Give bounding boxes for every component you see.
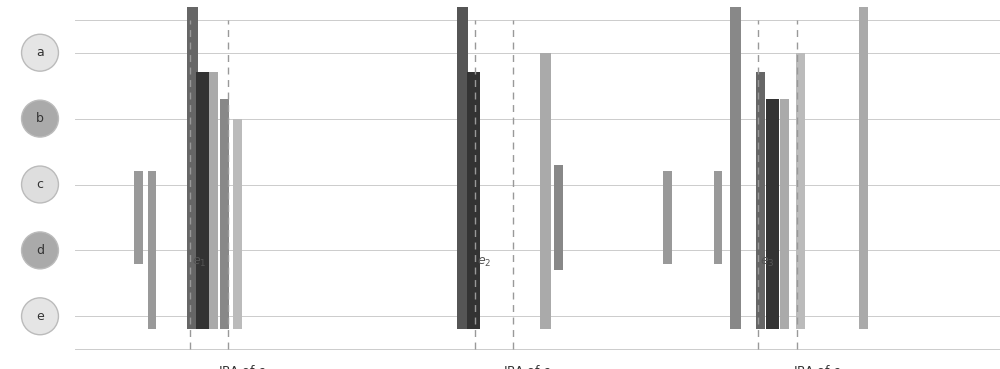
Bar — [858, 7, 868, 330]
Text: IPA of $e_3$: IPA of $e_3$ — [793, 364, 847, 369]
Text: b: b — [36, 112, 44, 125]
Bar — [554, 165, 563, 270]
Bar — [134, 171, 143, 263]
Bar — [766, 99, 779, 330]
Bar — [196, 72, 208, 330]
Bar — [714, 171, 722, 263]
Ellipse shape — [22, 232, 58, 269]
Ellipse shape — [22, 298, 58, 335]
Bar — [233, 118, 242, 330]
Bar — [148, 171, 156, 330]
Bar — [780, 99, 789, 330]
Text: d: d — [36, 244, 44, 257]
Text: $e_2$: $e_2$ — [477, 256, 491, 269]
Bar — [467, 72, 480, 330]
Bar — [456, 7, 468, 330]
Text: a: a — [36, 46, 44, 59]
Text: e: e — [36, 310, 44, 323]
Bar — [756, 72, 765, 330]
Bar — [220, 99, 228, 330]
Bar — [796, 53, 805, 330]
Ellipse shape — [22, 166, 58, 203]
Bar — [208, 72, 218, 330]
Text: IPA of $e_1$: IPA of $e_1$ — [218, 364, 272, 369]
Bar — [730, 7, 740, 330]
Bar — [540, 53, 551, 330]
Ellipse shape — [22, 34, 58, 71]
Text: $e_1$: $e_1$ — [192, 256, 206, 269]
Bar — [663, 171, 672, 263]
Text: $e_3$: $e_3$ — [760, 256, 775, 269]
Bar — [186, 7, 198, 330]
Ellipse shape — [22, 100, 58, 137]
Text: c: c — [36, 178, 44, 191]
Text: IPA of $e_2$: IPA of $e_2$ — [503, 364, 557, 369]
